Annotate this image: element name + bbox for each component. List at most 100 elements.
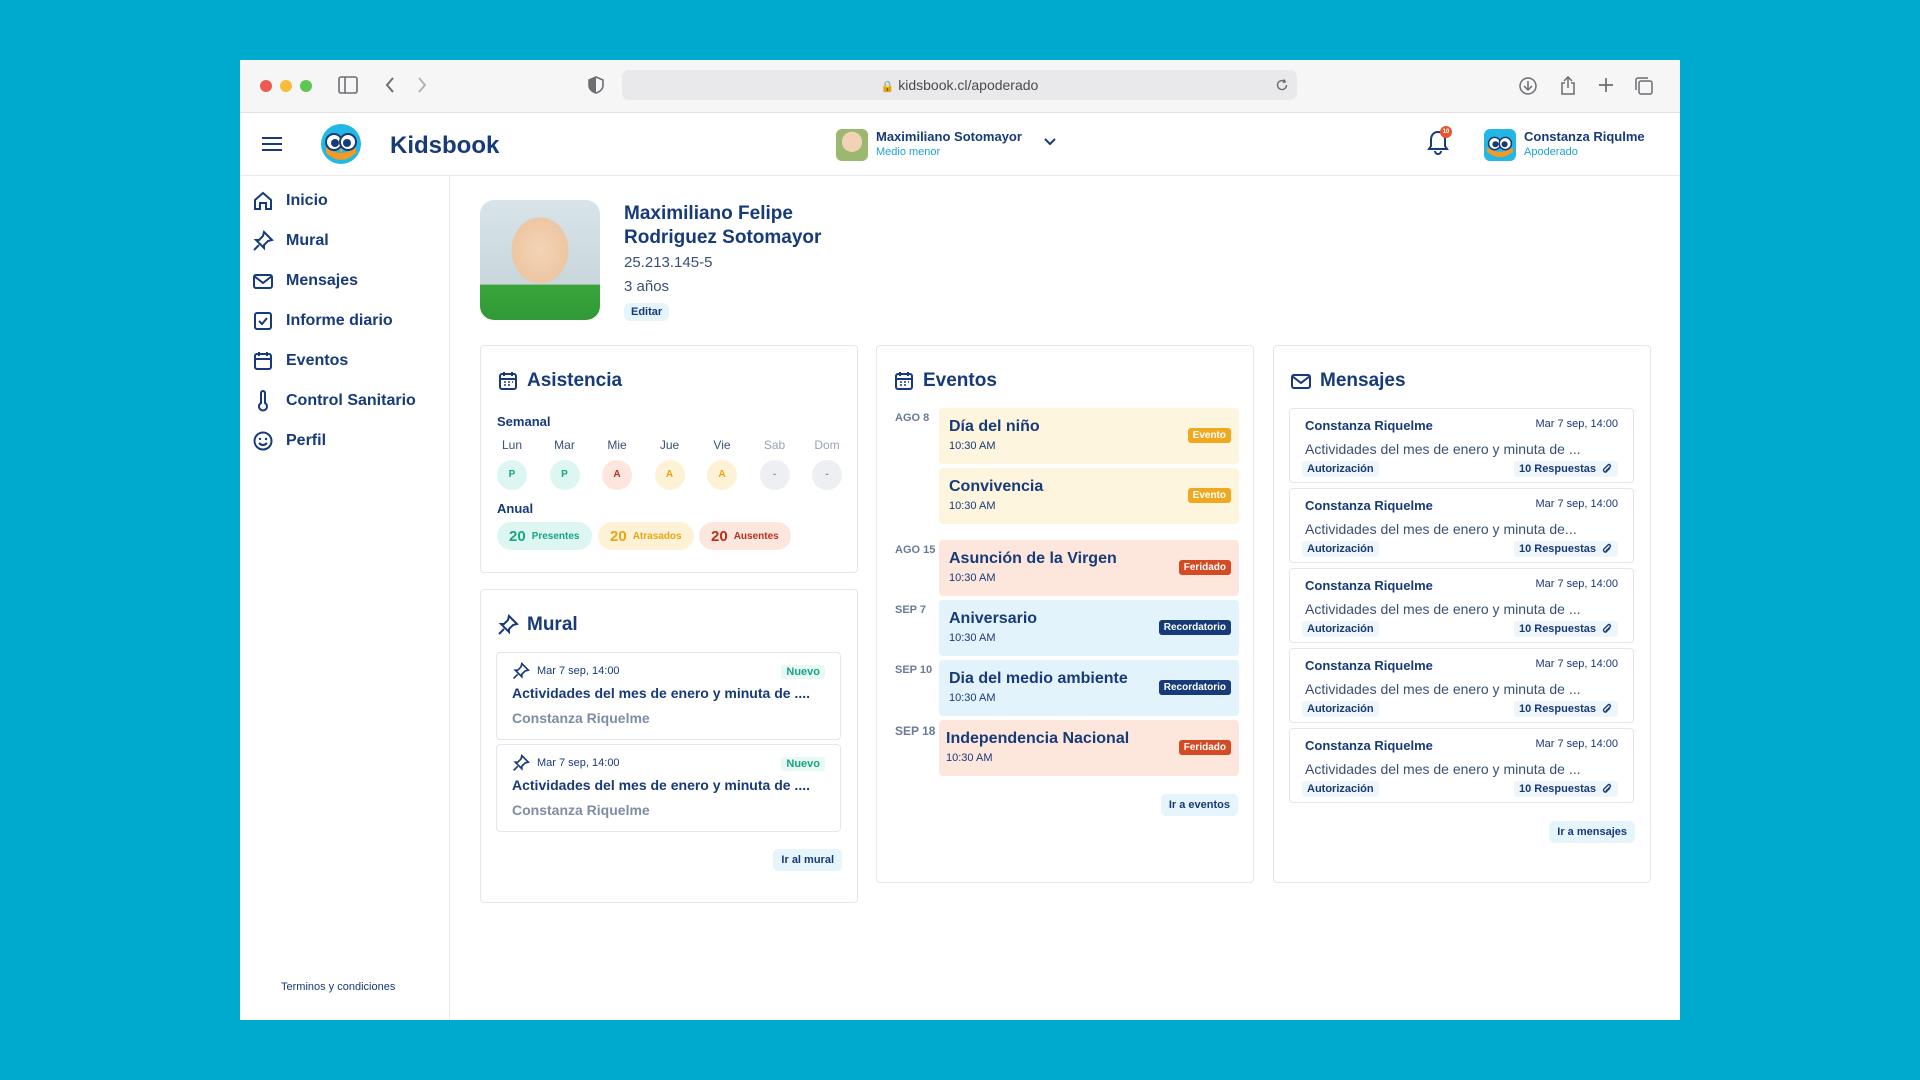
event-item[interactable]: Dia del medio ambiente 10:30 AM Recordator… [939,660,1239,716]
event-date: SEP 10 [895,664,933,676]
nav-item-eventos[interactable]: Eventos [252,346,348,376]
paperclip-icon [1602,623,1612,633]
go-to-events-button[interactable]: Ir a eventos [1160,794,1238,816]
message-item[interactable]: Constanza Riquelme Mar 7 sep, 14:00 Activi… [1289,728,1634,803]
message-replies: 10 Respuestas [1513,781,1618,797]
calendar-icon [499,372,517,390]
app-title: Kidsbook [390,132,500,159]
event-time: 10:30 AM [946,752,993,764]
attendance-title-text: Asistencia [527,370,623,391]
event-item[interactable]: Convivencia 10:30 AM Evento [939,468,1239,524]
sidebar: Inicio Mural Mensajes Informe diario Eve… [240,176,450,1020]
edit-profile-button[interactable]: Editar [624,303,670,321]
replies-count: 10 Respuestas [1518,463,1596,475]
mural-post[interactable]: Mar 7 sep, 14:00 Nuevo Actividades del m… [496,652,841,740]
close-window-button[interactable] [260,80,272,92]
nav-item-control-sanitario[interactable]: Control Sanitario [252,386,416,416]
attendance-mark: P [497,460,527,490]
nav-item-informe-diario[interactable]: Informe diario [252,306,393,336]
nav-item-mensajes[interactable]: Mensajes [252,266,358,296]
nav-item-inicio[interactable]: Inicio [252,186,328,216]
new-tab-icon[interactable] [1597,76,1615,94]
student-name-line2: Rodriguez Sotomayor [624,227,822,248]
terms-link[interactable]: Terminos y condiciones [281,981,396,993]
user-avatar-icon [1484,129,1516,161]
paperclip-icon [1602,783,1612,793]
event-item[interactable]: Asunción de la Virgen 10:30 AM Feridado [939,540,1239,596]
app-header: Kidsbook Maximiliano Sotomayor Medio men… [240,113,1680,176]
browser-window: 🔒 kidsbook.cl/apoderado Kidsbook Maximil… [240,60,1680,1020]
weekday-status: Jue A [650,438,690,490]
reload-icon[interactable] [1275,78,1289,92]
sidebar-toggle-icon[interactable] [338,76,358,94]
replies-count: 10 Respuestas [1518,543,1596,555]
event-name: Aniversario [949,610,1038,627]
back-icon[interactable] [384,76,396,94]
browser-toolbar: 🔒 kidsbook.cl/apoderado [240,60,1680,113]
weekday-status: Dom - [807,438,847,490]
student-selector[interactable]: Maximiliano Sotomayor Medio menor [836,127,1066,163]
event-time: 10:30 AM [949,500,996,512]
nav-label: Mensajes [286,272,359,289]
go-to-mural-button[interactable]: Ir al mural [773,849,842,871]
mural-post[interactable]: Mar 7 sep, 14:00 Nuevo Actividades del m… [496,744,841,832]
message-preview: Actividades del mes de enero y minuta de… [1305,601,1581,617]
home-icon [254,191,272,210]
pin-icon [253,230,274,251]
events-title: Eventos [893,370,997,392]
event-item[interactable]: Independencia Nacional 10:30 AM Feridado [939,720,1239,776]
nav-label: Eventos [286,352,349,369]
attendance-mark: A [602,460,632,490]
go-to-messages-button[interactable]: Ir a mensajes [1549,821,1635,843]
message-item[interactable]: Constanza Riquelme Mar 7 sep, 14:00 Activi… [1289,648,1634,723]
event-tag: Feridado [1178,560,1231,575]
replies-count: 10 Respuestas [1518,783,1596,795]
message-item[interactable]: Constanza Riquelme Mar 7 sep, 14:00 Activi… [1289,408,1634,483]
attendance-mark: - [812,460,842,490]
attendance-mark: P [549,460,580,490]
attendance-mark: - [759,460,790,490]
message-replies: 10 Respuestas [1513,701,1618,717]
address-bar[interactable]: 🔒 kidsbook.cl/apoderado [622,70,1297,100]
pin-icon [498,614,519,635]
weekday-status: Mar P [545,438,585,490]
present-label: Presentes [531,530,580,542]
event-time: 10:30 AM [949,692,996,704]
download-icon[interactable] [1518,76,1538,96]
message-author: Constanza Riquelme [1305,498,1433,513]
mail-icon [1291,374,1311,389]
notifications-button[interactable]: 10 [1426,126,1454,159]
new-badge: Nuevo [781,665,825,679]
chevron-down-icon [1044,138,1056,146]
weekly-label: Semanal [497,414,551,429]
message-tag: Autorización [1302,781,1379,797]
kidsbook-logo-icon [321,124,361,164]
minimize-window-button[interactable] [280,80,292,92]
tabs-overview-icon[interactable] [1634,76,1654,96]
weekday-label: Dom [814,438,840,452]
message-author: Constanza Riquelme [1305,418,1433,433]
event-item[interactable]: Día del niño 10:30 AM Evento [939,408,1239,464]
message-author: Constanza Riquelme [1305,658,1433,673]
event-item[interactable]: Aniversario 10:30 AM Recordatorio [939,600,1239,656]
weekday-label: Vie [713,438,731,452]
user-menu[interactable]: Constanza Riqulme Apoderado [1484,127,1674,163]
shield-icon[interactable] [588,76,604,94]
share-icon[interactable] [1559,76,1577,96]
nav-label: Perfil [286,432,327,449]
weekday-label: Sab [763,438,786,452]
replies-count: 10 Respuestas [1518,703,1596,715]
annual-label: Anual [497,501,534,516]
absent-label: Ausentes [733,530,779,542]
nav-item-perfil[interactable]: Perfil [252,426,326,456]
maximize-window-button[interactable] [300,80,312,92]
nav-item-mural[interactable]: Mural [252,226,329,256]
message-item[interactable]: Constanza Riquelme Mar 7 sep, 14:00 Activi… [1289,568,1634,643]
message-item[interactable]: Constanza Riquelme Mar 7 sep, 14:00 Activi… [1289,488,1634,563]
post-title: Actividades del mes de enero y minuta de… [512,685,810,701]
menu-icon[interactable] [262,136,282,152]
message-replies: 10 Respuestas [1513,461,1618,477]
message-tag: Autorización [1302,461,1379,477]
forward-icon[interactable] [416,76,428,94]
nav-label: Inicio [286,192,328,209]
